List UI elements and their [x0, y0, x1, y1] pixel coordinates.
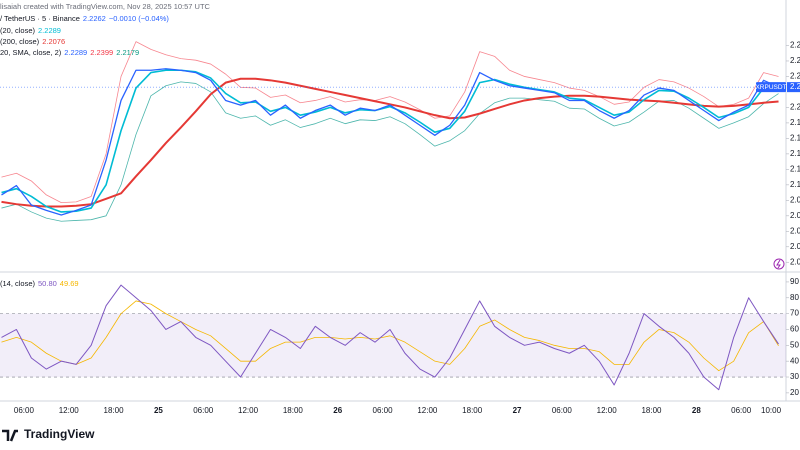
legend-row: (20, close) 2.2289 — [0, 26, 64, 35]
y-tick-label: 90 — [790, 277, 799, 286]
rsi-pane — [0, 284, 786, 391]
last-price: 2.2262 — [82, 14, 106, 23]
y-tick-label: 2.0 — [790, 242, 800, 251]
x-tick-label: 28 — [692, 406, 701, 415]
x-tick-label: 26 — [333, 406, 342, 415]
y-tick-label: 60 — [790, 325, 799, 334]
y-tick-label: 2.0 — [790, 211, 800, 220]
x-tick-label: 12:00 — [59, 406, 80, 415]
x-tick-label: 06:00 — [552, 406, 573, 415]
axes: 2.22.22.22.22.12.12.12.12.12.02.02.02.02… — [14, 41, 800, 415]
legend-value: 2.2399 — [90, 48, 114, 57]
x-tick-label: 25 — [154, 406, 163, 415]
y-tick-label: 2.0 — [790, 226, 800, 235]
x-tick-label: 06:00 — [193, 406, 214, 415]
y-tick-label: 70 — [790, 309, 799, 318]
y-tick-label: 2.2 — [790, 103, 800, 112]
symbol-line: / TetherUS · 5 · Binance 2.2262 −0.0010 (−… — [0, 14, 172, 23]
y-tick-label: 2.2 — [790, 72, 800, 81]
y-tick-label: 2.1 — [790, 133, 800, 142]
legend-value: 2.2289 — [38, 26, 61, 35]
y-tick-label: 80 — [790, 293, 799, 302]
x-tick-label: 18:00 — [641, 406, 662, 415]
legend-label: (20, close) — [0, 26, 36, 35]
x-tick-label: 12:00 — [238, 406, 259, 415]
price-change: −0.0010 (−0.04%) — [108, 14, 169, 23]
y-tick-label: 2.2 — [790, 56, 800, 65]
legend-value: 2.2076 — [42, 37, 66, 46]
alert-icon-bolt — [776, 259, 781, 269]
x-tick-label: 06:00 — [14, 406, 35, 415]
x-tick-label: 12:00 — [417, 406, 438, 415]
x-tick-label: 12:00 — [597, 406, 618, 415]
x-tick-label: 06:00 — [731, 406, 752, 415]
y-tick-label: 2.1 — [790, 180, 800, 189]
x-tick-label: 10:00 — [761, 406, 782, 415]
legend-value: 50.80 — [38, 279, 57, 288]
brand-logo — [2, 429, 18, 442]
rsi-band — [0, 313, 786, 378]
legend-value: 2.2179 — [116, 48, 140, 57]
alert-icon — [773, 258, 785, 270]
legend-value: 49.69 — [59, 279, 79, 288]
series-line — [1, 300, 779, 372]
y-tick-label: 2.1 — [790, 118, 800, 127]
series-line — [1, 41, 779, 204]
legend-value: 2.2289 — [64, 48, 88, 57]
y-tick-label: 2.0 — [790, 195, 800, 204]
y-tick-label: 2.0 — [790, 257, 800, 266]
series-line — [1, 69, 779, 213]
y-tick-label: 30 — [790, 372, 799, 381]
y-tick-label: 2.2 — [790, 41, 800, 50]
series-line — [1, 81, 779, 222]
series-line — [1, 77, 779, 208]
symbol: / TetherUS · 5 · Binance — [0, 14, 80, 23]
y-tick-label: 50 — [790, 340, 799, 349]
legend-row: (14, close) 50.80 49.69 — [0, 279, 82, 288]
credit: lisaiah created with TradingView.com, No… — [0, 2, 210, 11]
legend-label: 20, SMA, close, 2) — [0, 48, 62, 57]
y-tick-label: 40 — [790, 356, 799, 365]
price-badge-text: 2.2 — [790, 82, 800, 91]
y-tick-label: 2.1 — [790, 164, 800, 173]
legend-label: (200, close) — [0, 37, 40, 46]
brand: TradingView — [24, 427, 95, 441]
x-tick-label: 18:00 — [104, 406, 125, 415]
symbol-badge — [756, 82, 786, 93]
price-badge — [787, 82, 800, 93]
symbol-badge-text: XRPUSDT — [755, 84, 786, 91]
series-line — [1, 68, 779, 216]
legend-label: (14, close) — [0, 279, 36, 288]
y-tick-label: 2.1 — [790, 149, 800, 158]
x-tick-label: 18:00 — [462, 406, 483, 415]
x-tick-label: 27 — [513, 406, 522, 415]
price-pane — [0, 41, 786, 222]
x-tick-label: 06:00 — [373, 406, 394, 415]
y-tick-label: 20 — [790, 388, 799, 397]
legend-row: (200, close) 2.2076 — [0, 37, 68, 46]
legend-row: 20, SMA, close, 2) 2.2289 2.2399 2.2179 — [0, 48, 142, 57]
series-line — [1, 284, 779, 391]
x-tick-label: 18:00 — [283, 406, 304, 415]
